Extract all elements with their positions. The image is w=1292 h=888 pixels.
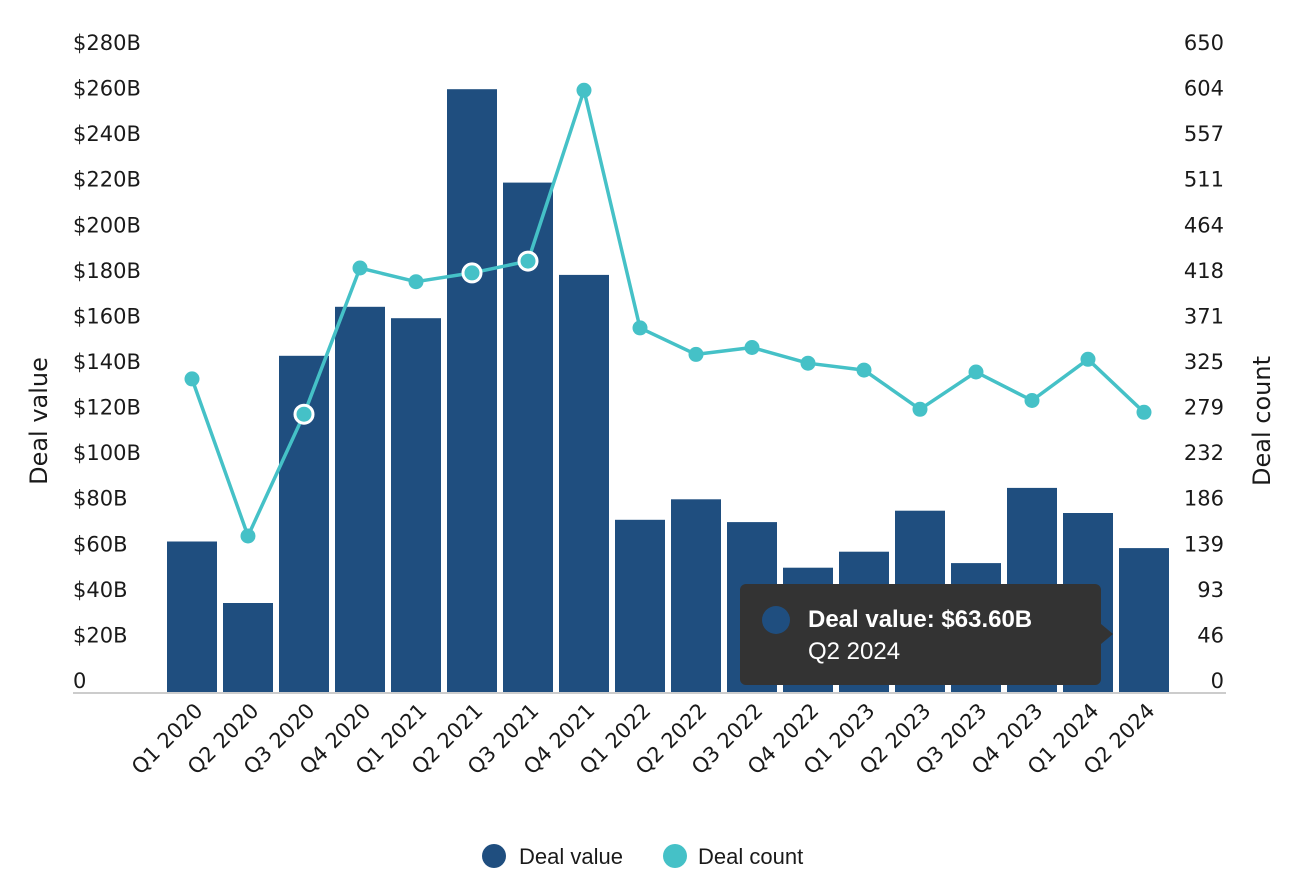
point-q4-2020[interactable] [352, 260, 368, 276]
point-q2-2020[interactable] [240, 528, 256, 544]
right-tick-label: 232 [1184, 441, 1224, 465]
left-tick-label: $40B [73, 578, 128, 602]
tooltip-subtitle: Q2 2024 [808, 638, 900, 665]
point-q3-2022[interactable] [744, 340, 760, 355]
bar-q1-2021[interactable] [391, 318, 441, 693]
point-q3-2020[interactable] [293, 403, 315, 425]
legend-swatch-deal-value[interactable] [482, 844, 506, 868]
right-tick-label: 418 [1184, 259, 1224, 283]
point-q2-2022[interactable] [688, 346, 704, 362]
deal-count-line [190, 88, 1146, 538]
bar-q2-2024[interactable] [1119, 548, 1169, 693]
bar-q2-2022[interactable] [671, 499, 721, 693]
point-q4-2021[interactable] [576, 82, 592, 98]
right-tick-label: 279 [1184, 396, 1224, 420]
left-tick-label: $200B [73, 213, 141, 237]
point-q2-2024[interactable] [1136, 404, 1152, 420]
tooltip-title: Deal value: $63.60B [808, 606, 1032, 633]
left-tick-label: $100B [73, 441, 141, 465]
bar-q1-2020[interactable] [167, 541, 217, 694]
right-tick-label: 557 [1184, 122, 1224, 146]
right-tick-label: 93 [1197, 578, 1224, 602]
left-axis-title: Deal value [25, 357, 53, 485]
left-tick-label: $280B [73, 31, 141, 55]
right-axis-ticks: 0 46 93 139 186 232 279 325 371 418 464 511 557 604 65… [1184, 31, 1224, 693]
bar-q2-2020[interactable] [223, 603, 273, 693]
point-q1-2021[interactable] [408, 274, 424, 290]
right-tick-label: 511 [1184, 168, 1224, 192]
point-q1-2022[interactable] [632, 320, 648, 336]
legend-swatch-deal-count[interactable] [663, 844, 687, 868]
right-tick-label: 604 [1184, 77, 1224, 101]
left-tick-label: $220B [73, 168, 141, 192]
point-q4-2023[interactable] [1024, 393, 1040, 408]
tooltip-box [740, 584, 1101, 685]
right-axis-title: Deal count [1248, 356, 1276, 486]
point-q3-2021[interactable] [517, 250, 539, 272]
legend: Deal value Deal count [482, 844, 803, 869]
right-tick-label: 464 [1184, 213, 1224, 237]
legend-label-deal-value[interactable]: Deal value [519, 844, 623, 869]
left-tick-label: $60B [73, 532, 128, 556]
left-tick-label: $120B [73, 396, 141, 420]
tooltip-pointer [1101, 624, 1113, 644]
right-tick-label: 650 [1184, 31, 1224, 55]
legend-label-deal-count[interactable]: Deal count [698, 844, 803, 869]
point-q1-2020[interactable] [184, 371, 200, 387]
tooltip: Deal value: $63.60B Q2 2024 [740, 584, 1113, 685]
tooltip-series-marker [762, 606, 790, 634]
left-axis-ticks: 0 $20B $40B $60B $80B $100B $120B $140B $160B $18… [73, 31, 141, 693]
left-tick-label: 0 [73, 669, 86, 693]
point-q2-2021[interactable] [461, 262, 483, 284]
right-tick-label: 139 [1184, 532, 1224, 556]
right-tick-label: 0 [1211, 669, 1224, 693]
left-tick-label: $20B [73, 623, 128, 647]
bar-q1-2022[interactable] [615, 519, 665, 693]
bar-q2-2021[interactable] [447, 89, 497, 693]
point-q2-2023[interactable] [912, 401, 928, 417]
bar-q4-2020[interactable] [335, 306, 385, 693]
left-tick-label: $160B [73, 304, 141, 328]
point-q3-2023[interactable] [968, 364, 984, 380]
left-tick-label: $140B [73, 350, 141, 374]
right-tick-label: 186 [1184, 487, 1224, 511]
right-tick-label: 46 [1197, 623, 1224, 647]
right-tick-label: 371 [1184, 304, 1224, 328]
point-q1-2024[interactable] [1080, 351, 1096, 367]
line-layer [184, 82, 1152, 544]
point-q1-2023[interactable] [856, 362, 872, 378]
left-tick-label: $80B [73, 487, 128, 511]
point-q4-2022[interactable] [800, 355, 816, 371]
bar-q4-2021[interactable] [559, 274, 609, 693]
right-tick-label: 325 [1184, 350, 1224, 374]
left-tick-label: $180B [73, 259, 141, 283]
left-tick-label: $240B [73, 122, 141, 146]
left-tick-label: $260B [73, 77, 141, 101]
